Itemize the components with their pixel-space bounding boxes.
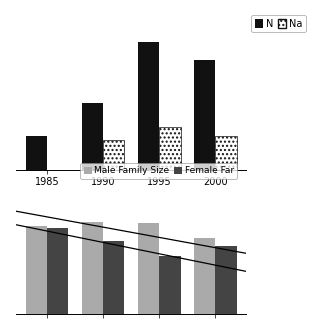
Bar	[82, 103, 103, 170]
Bar	[103, 140, 124, 170]
Bar	[138, 43, 159, 170]
Legend: Male Family Size, Female Far: Male Family Size, Female Far	[80, 163, 237, 179]
Bar	[103, 241, 124, 314]
Bar	[215, 136, 237, 170]
Bar	[194, 238, 215, 314]
Bar	[82, 222, 103, 314]
Bar	[26, 136, 47, 170]
Bar	[138, 223, 159, 314]
Bar	[159, 127, 181, 170]
Bar	[194, 60, 215, 170]
Bar	[159, 256, 181, 314]
Bar	[26, 226, 47, 314]
Bar	[215, 246, 237, 314]
Bar	[47, 228, 68, 314]
Legend: N, Na: N, Na	[251, 15, 306, 32]
